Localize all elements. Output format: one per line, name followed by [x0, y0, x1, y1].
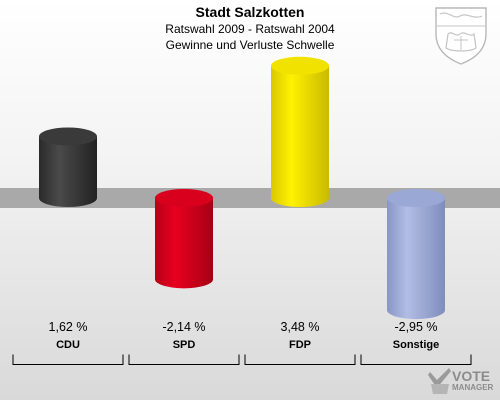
category-label: FDP [289, 339, 311, 351]
value-label: 3,48 % [280, 320, 320, 334]
logo-line-2: MANAGER [452, 383, 494, 392]
bar-group [39, 56, 445, 320]
bar-body [387, 198, 445, 320]
baseline-band [0, 188, 500, 208]
ballot-check-icon [428, 368, 451, 394]
chart-subtitle-2: Gewinne und Verluste Schwelle [165, 38, 335, 52]
value-label: -2,14 % [162, 320, 206, 334]
category-axis: 1,62 % -2,14 % 3,48 % -2,95 % CDU SPD FDP Sons… [0, 320, 500, 390]
bar-cdu [39, 127, 97, 207]
bar-spd [155, 189, 213, 289]
bar-cap [387, 189, 445, 207]
value-label: 1,62 % [48, 320, 88, 334]
value-label: -2,95 % [394, 320, 438, 334]
category-bracket [12, 354, 124, 365]
bar-body [39, 136, 97, 207]
logo-line-1: VOTE [452, 368, 491, 384]
axis-brackets [12, 354, 472, 365]
bar-cap [39, 127, 97, 146]
category-bracket [360, 354, 472, 365]
category-bracket [244, 354, 356, 365]
bar-body [155, 198, 213, 289]
coat-of-arms-icon [435, 7, 487, 65]
category-label: SPD [172, 339, 196, 351]
bar-body [271, 65, 329, 207]
category-bracket [128, 354, 240, 365]
category-label: CDU [56, 339, 80, 351]
chart-subtitle: Ratswahl 2009 - Ratswahl 2004 [165, 22, 335, 36]
bar-cap [271, 56, 329, 75]
chart-header: Stadt Salzkotten Ratswahl 2009 - Ratswah… [0, 4, 500, 53]
vote-manager-logo: VOTE MANAGER [427, 366, 497, 396]
bar-sonstige [387, 189, 445, 320]
bar-cap [155, 189, 213, 207]
chart-title: Stadt Salzkotten [195, 4, 305, 20]
bar-fdp [271, 56, 329, 207]
category-label: Sonstige [392, 339, 440, 351]
